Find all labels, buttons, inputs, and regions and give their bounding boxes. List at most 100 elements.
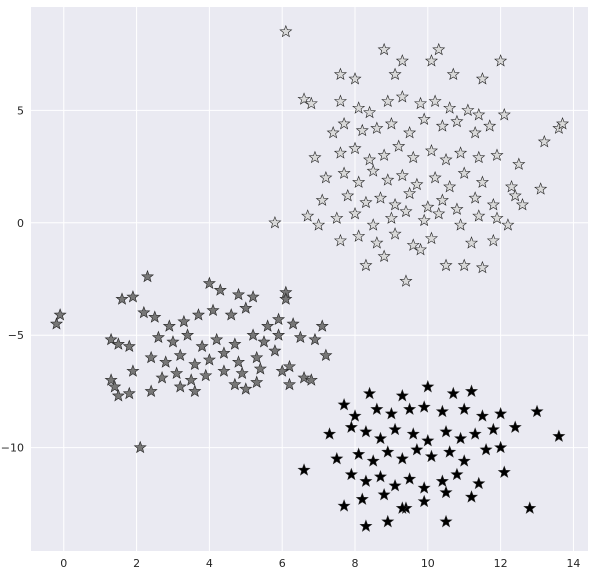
star-point xyxy=(428,170,442,184)
star-point xyxy=(475,409,489,422)
star-point xyxy=(344,420,358,433)
star-point xyxy=(417,481,431,494)
x-tick-label: 2 xyxy=(133,557,140,570)
star-point xyxy=(272,328,286,341)
data-points xyxy=(49,24,570,532)
star-point xyxy=(239,382,253,395)
star-point xyxy=(388,422,402,436)
star-point xyxy=(414,96,428,110)
star-point xyxy=(414,242,428,256)
star-point xyxy=(475,72,489,85)
star-point xyxy=(348,72,362,85)
star-point xyxy=(348,409,362,422)
x-tick-label: 4 xyxy=(206,557,213,570)
star-point xyxy=(111,337,125,350)
star-point xyxy=(439,485,453,499)
star-point xyxy=(253,362,267,375)
star-point xyxy=(297,463,311,476)
star-point xyxy=(370,236,384,249)
star-point xyxy=(166,335,180,348)
star-point xyxy=(184,373,198,386)
x-tick-label: 0 xyxy=(60,557,67,570)
star-point xyxy=(443,445,457,458)
star-point xyxy=(461,103,475,116)
star-point xyxy=(104,332,118,346)
star-point xyxy=(239,301,253,314)
star-point xyxy=(384,117,398,130)
star-point xyxy=(235,366,249,379)
star-point xyxy=(319,170,333,184)
star-point xyxy=(410,177,424,191)
star-point xyxy=(399,274,413,287)
star-point xyxy=(435,404,449,418)
star-point xyxy=(144,384,158,397)
star-point xyxy=(432,206,446,220)
star-point xyxy=(417,494,431,508)
star-point xyxy=(395,451,409,465)
star-point xyxy=(363,153,377,166)
star-point xyxy=(286,317,300,330)
star-point xyxy=(443,101,457,114)
series-2 xyxy=(49,269,333,454)
star-point xyxy=(439,258,453,272)
star-point xyxy=(315,319,329,332)
star-point xyxy=(191,308,205,321)
star-point xyxy=(333,67,347,80)
star-point xyxy=(246,290,260,303)
star-point xyxy=(508,420,522,433)
star-point xyxy=(435,474,449,487)
star-point xyxy=(355,123,369,137)
star-point xyxy=(403,126,417,139)
star-point xyxy=(472,108,486,121)
star-point xyxy=(454,431,468,445)
star-point xyxy=(297,92,311,105)
star-point xyxy=(435,193,449,206)
star-point xyxy=(373,469,388,483)
star-point xyxy=(475,260,489,274)
star-point xyxy=(435,119,449,132)
star-point xyxy=(475,175,489,188)
star-point xyxy=(403,472,417,485)
star-point xyxy=(177,314,191,328)
star-point xyxy=(323,427,337,440)
star-point xyxy=(282,359,296,373)
star-point xyxy=(421,200,435,213)
star-point xyxy=(366,454,380,467)
star-point xyxy=(181,328,195,341)
star-point xyxy=(217,364,231,377)
star-point xyxy=(231,355,246,368)
star-point xyxy=(304,96,318,110)
star-point xyxy=(304,373,318,386)
star-point xyxy=(133,440,147,454)
star-point xyxy=(202,353,216,366)
star-point xyxy=(359,474,373,487)
star-point xyxy=(403,186,417,200)
star-point xyxy=(373,191,388,204)
star-point xyxy=(122,386,136,400)
x-tick-label: 14 xyxy=(566,557,580,570)
x-tick-label: 12 xyxy=(494,557,508,570)
star-point xyxy=(188,384,202,397)
series-3 xyxy=(297,380,566,532)
star-point xyxy=(377,42,391,56)
star-point xyxy=(403,402,417,415)
star-point xyxy=(228,337,242,350)
star-point xyxy=(432,42,446,56)
star-point xyxy=(555,117,570,130)
star-point xyxy=(377,148,391,161)
star-point xyxy=(366,164,380,177)
star-point xyxy=(140,269,155,283)
star-point xyxy=(319,348,333,361)
star-point xyxy=(359,425,373,438)
star-point xyxy=(424,231,438,245)
star-point xyxy=(417,213,431,227)
star-point xyxy=(352,175,366,188)
star-point xyxy=(348,206,362,220)
star-point xyxy=(195,339,209,352)
star-point xyxy=(312,218,326,231)
star-point xyxy=(330,211,344,224)
star-point xyxy=(308,150,322,164)
star-point xyxy=(392,139,406,152)
star-point xyxy=(424,54,438,67)
